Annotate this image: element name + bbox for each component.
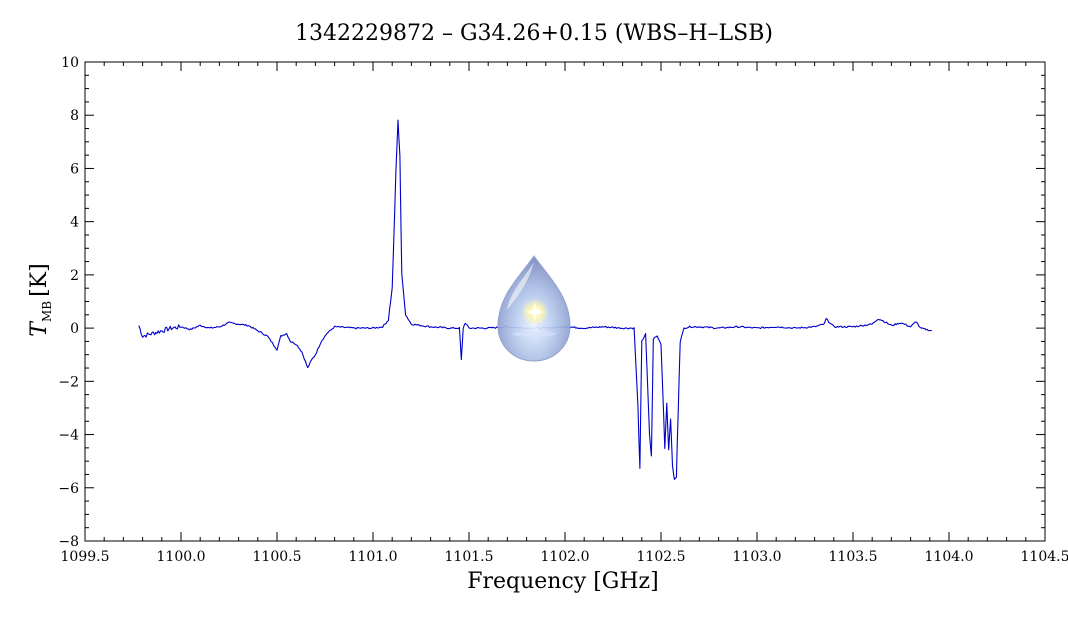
x-tick-label: 1103.5	[829, 549, 878, 565]
y-tick-label: −2	[58, 374, 79, 390]
y-tick-label: −6	[58, 481, 79, 497]
y-tick-label: 10	[61, 55, 79, 71]
x-tick-label: 1103.0	[733, 549, 782, 565]
x-tick-label: 1104.0	[925, 549, 974, 565]
x-tick-label: 1102.5	[637, 549, 686, 565]
y-tick-label: −8	[58, 534, 79, 550]
x-tick-label: 1100.5	[253, 549, 302, 565]
x-axis-label: Frequency [GHz]	[467, 569, 659, 594]
y-tick-label: 6	[70, 161, 79, 177]
x-tick-label: 1101.5	[445, 549, 494, 565]
y-axis-label-symbol: T	[27, 320, 52, 337]
axis-ticks	[84, 61, 1046, 542]
x-tick-label: 1102.0	[541, 549, 590, 565]
y-tick-label: 4	[70, 215, 79, 231]
y-tick-label: 8	[70, 108, 79, 124]
y-axis-label-subscript: MB	[40, 301, 54, 322]
x-tick-label: 1101.0	[349, 549, 398, 565]
water-drop-logo	[497, 255, 571, 362]
y-tick-label: −4	[58, 428, 79, 444]
y-tick-labels: −8 −6 −4 −2 0 2 4 6 8 10	[58, 55, 79, 550]
y-axis-label: TMB [K]	[27, 263, 54, 336]
x-tick-labels: 1099.5 1100.0 1100.5 1101.0 1101.5 1102.0 1102…	[61, 549, 1068, 565]
x-tick-label: 1100.0	[157, 549, 206, 565]
y-tick-label: 2	[70, 268, 79, 284]
chart-title: 1342229872 – G34.26+0.15 (WBS–H–LSB)	[295, 21, 773, 46]
x-tick-label: 1099.5	[61, 549, 110, 565]
svg-text:TMB[K]: TMB [K]	[27, 263, 54, 336]
y-tick-label: 0	[70, 321, 79, 337]
x-tick-label: 1104.5	[1021, 549, 1068, 565]
y-axis-label-unit: [K]	[27, 263, 52, 297]
